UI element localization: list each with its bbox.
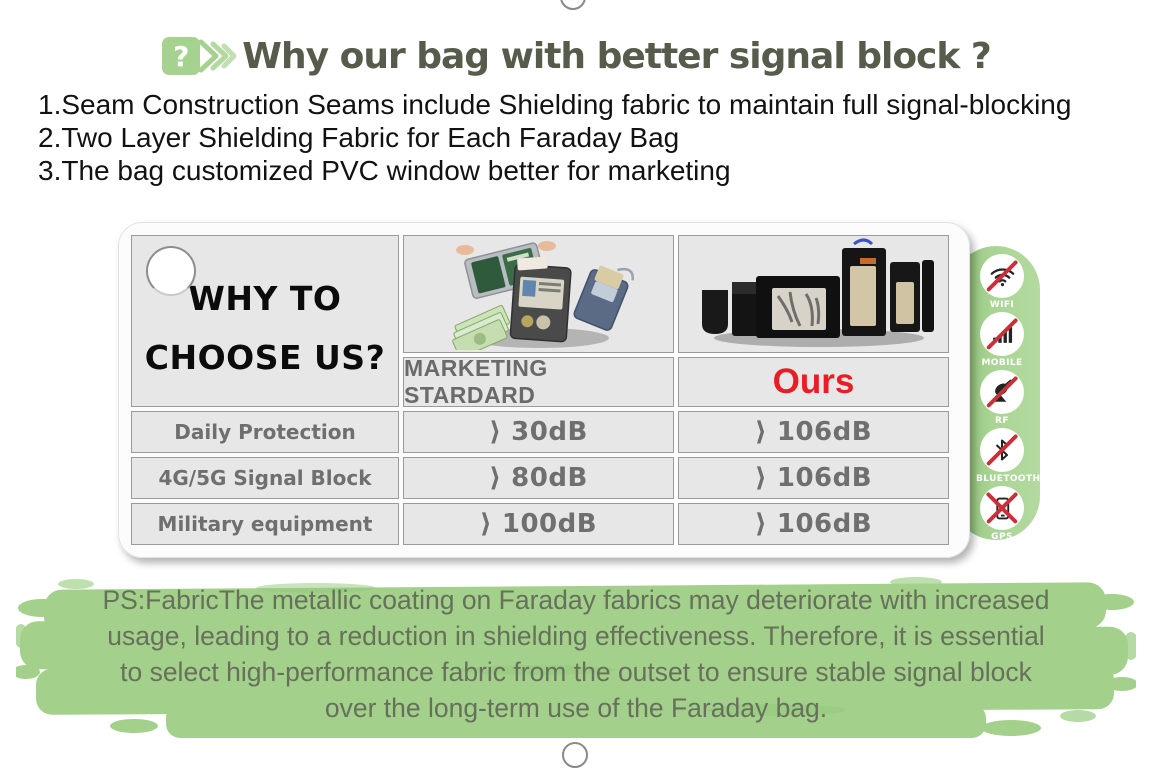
travel-wallet-image [451, 241, 634, 350]
signal-label: BLUETOOTH [976, 474, 1041, 484]
comparison-table: WHY TO CHOOSE US? [131, 235, 957, 545]
row-2-ours-value: ⟩ 106dB [754, 463, 873, 493]
row-1-label: Daily Protection [174, 420, 356, 444]
table-row-ours-value: ⟩ 106dB [678, 503, 949, 545]
signal-item-gps: GPS [976, 486, 1028, 542]
feature-list: 1.Seam Construction Seams include Shield… [38, 88, 1071, 187]
row-3-standard-value: ⟩ 100dB [479, 509, 598, 539]
ps-note-text: PS:FabricThe metallic coating on Faraday… [16, 582, 1136, 726]
rf-off-icon [980, 370, 1024, 414]
row-2-standard-value: ⟩ 80dB [489, 463, 588, 493]
row-1-ours-value: ⟩ 106dB [754, 417, 873, 447]
signal-item-rf: RF [976, 370, 1028, 426]
signal-item-mobile: MOBILE [976, 312, 1028, 368]
signal-item-wifi: WIFI [976, 254, 1028, 310]
feature-item-3: 3.The bag customized PVC window better f… [38, 155, 731, 186]
signal-label: RF [995, 416, 1009, 426]
question-glyph: ? [173, 39, 190, 73]
table-heading-cell: WHY TO CHOOSE US? [131, 235, 399, 407]
table-row-ours-value: ⟩ 106dB [678, 457, 949, 499]
row-2-label: 4G/5G Signal Block [158, 466, 372, 490]
heading-line-1: WHY TO [188, 279, 342, 318]
faraday-bags-image [701, 238, 934, 347]
signal-label: GPS [991, 532, 1013, 542]
column-header-ours: Ours [678, 357, 949, 407]
standard-product-image [403, 235, 674, 353]
bluetooth-off-icon [980, 428, 1024, 472]
crop-mark-bottom [562, 742, 588, 768]
table-row-label: Military equipment [131, 503, 399, 545]
signal-item-bluetooth: BLUETOOTH [976, 428, 1041, 484]
table-row-standard-value: ⟩ 80dB [403, 457, 674, 499]
comparison-card: WHY TO CHOOSE US? [118, 222, 970, 558]
blocked-signals-pill: WIFI MOBILE RF [952, 246, 1041, 542]
crop-mark-top [560, 0, 586, 10]
ours-product-image [678, 235, 949, 353]
ps-line-3: to select high-performance fabric from t… [120, 657, 1032, 687]
gps-off-icon [980, 486, 1024, 530]
column-header-standard: MARKETING STARDARD [403, 355, 674, 408]
table-row-label: 4G/5G Signal Block [131, 457, 399, 499]
column-header-ours-label: Ours [772, 362, 855, 401]
feature-item-1: 1.Seam Construction Seams include Shield… [38, 89, 1072, 120]
table-row-label: Daily Protection [131, 411, 399, 453]
wifi-off-icon [980, 254, 1024, 298]
chevrons-icon [198, 39, 237, 73]
mobile-signal-off-icon [980, 312, 1024, 356]
ps-line-4: over the long-term use of the Faraday ba… [324, 693, 828, 723]
page-title: Why our bag with better signal block ? [242, 35, 991, 77]
signal-label: WIFI [989, 300, 1015, 310]
ps-line-1: PS:FabricThe metallic coating on Faraday… [102, 585, 1050, 615]
ps-line-2: usage, leading to a reduction in shieldi… [107, 621, 1045, 651]
signal-label: MOBILE [981, 358, 1023, 368]
green-brush-stroke [16, 577, 1136, 738]
row-3-label: Military equipment [157, 512, 373, 536]
row-3-ours-value: ⟩ 106dB [754, 509, 873, 539]
table-row-standard-value: ⟩ 30dB [403, 411, 674, 453]
table-row-standard-value: ⟩ 100dB [403, 503, 674, 545]
table-row-ours-value: ⟩ 106dB [678, 411, 949, 453]
heading-line-2: CHOOSE US? [144, 338, 386, 377]
row-1-standard-value: ⟩ 30dB [489, 417, 588, 447]
column-header-standard-label: MARKETING STARDARD [404, 355, 548, 408]
feature-item-2: 2.Two Layer Shielding Fabric for Each Fa… [38, 122, 680, 153]
ps-note-section: PS:FabricThe metallic coating on Faraday… [16, 576, 1136, 744]
punch-hole [146, 246, 196, 296]
question-icon: ? [162, 37, 201, 75]
header: ? Why our bag with better signal block ? [0, 28, 1153, 84]
